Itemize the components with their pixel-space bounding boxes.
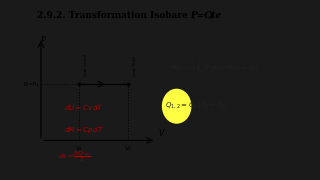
Text: P₂=P₁: P₂=P₁ (23, 82, 38, 87)
Text: $Q_{1,2} = C_p\,(T_2-T_1)$: $Q_{1,2} = C_p\,(T_2-T_1)$ (165, 100, 228, 112)
Text: 2.9.2. Transformation Isobare (: 2.9.2. Transformation Isobare ( (37, 11, 195, 20)
Text: $dU = Cv\,dT$: $dU = Cv\,dT$ (64, 103, 103, 112)
Text: état initial: état initial (84, 53, 88, 76)
Text: $dH = Cp\,dT$: $dH = Cp\,dT$ (64, 125, 104, 135)
Text: V₁: V₁ (76, 146, 83, 151)
Text: ): ) (209, 11, 213, 20)
Text: P: P (41, 36, 45, 45)
Text: P=Cte: P=Cte (190, 11, 222, 20)
Text: $W_{1-2} = \int_1^2 P.dV = P(V_2-V_1)$: $W_{1-2} = \int_1^2 P.dV = P(V_2-V_1)$ (171, 60, 260, 76)
Text: $dS = \dfrac{\delta Q_{rev}}{T}$: $dS = \dfrac{\delta Q_{rev}}{T}$ (58, 149, 91, 164)
Text: état final: état final (133, 56, 137, 76)
Text: V₂: V₂ (124, 146, 132, 151)
Text: V: V (159, 129, 164, 138)
Ellipse shape (163, 89, 191, 123)
